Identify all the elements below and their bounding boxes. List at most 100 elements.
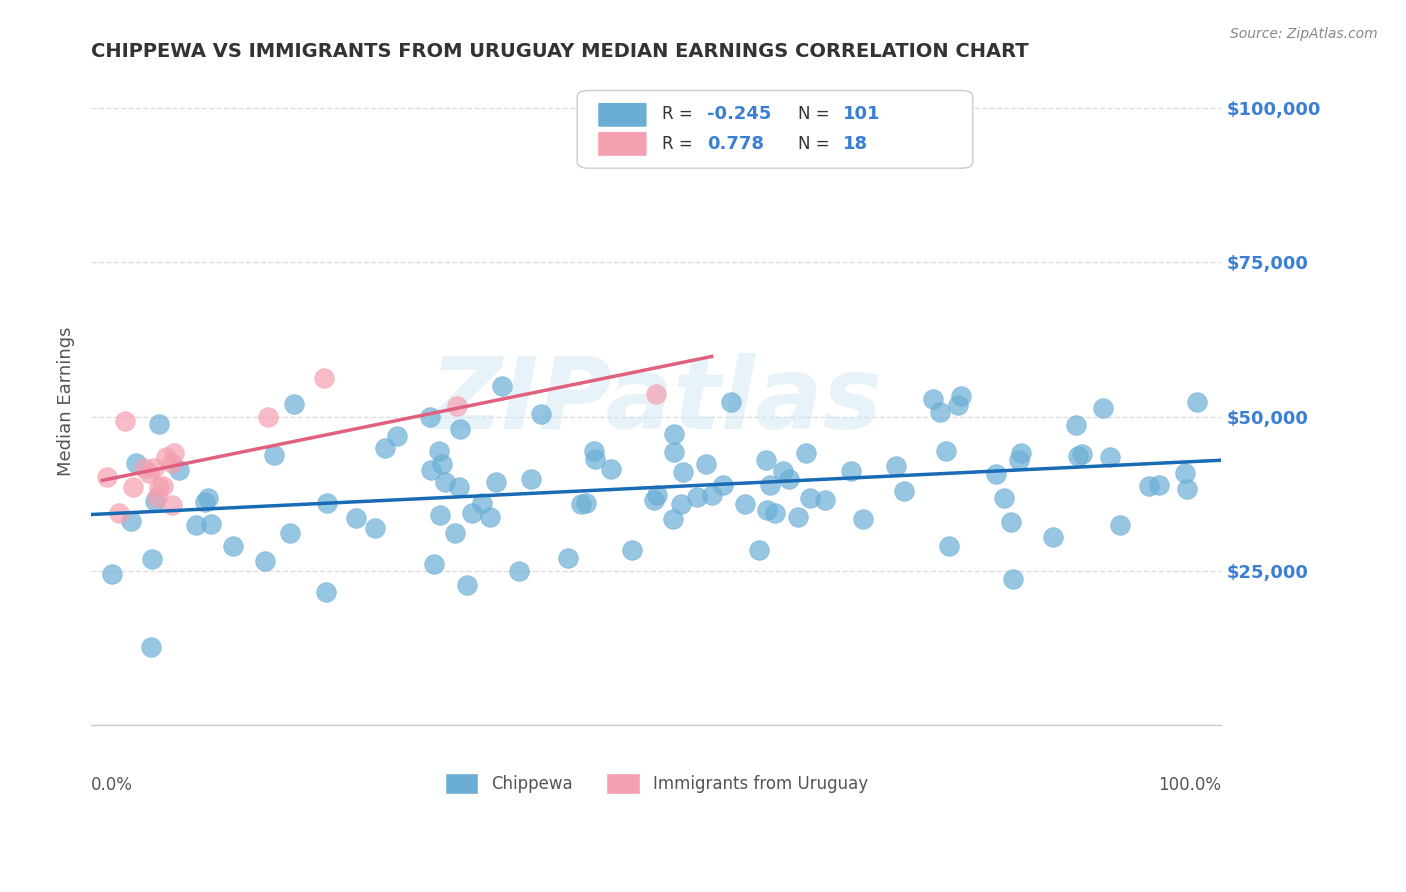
Chippewa	[772, 465, 794, 479]
Immigrants from Uruguay	[96, 470, 118, 484]
Chippewa	[711, 478, 734, 492]
Chippewa	[529, 408, 551, 422]
Chippewa	[184, 518, 207, 533]
Chippewa	[1008, 453, 1031, 467]
Chippewa	[662, 427, 685, 442]
Chippewa	[419, 410, 441, 425]
Chippewa	[363, 521, 385, 535]
Chippewa	[101, 566, 124, 581]
Text: Source: ZipAtlas.com: Source: ZipAtlas.com	[1230, 27, 1378, 41]
Text: N =: N =	[797, 105, 835, 123]
Chippewa	[1011, 446, 1033, 460]
Chippewa	[884, 458, 907, 473]
Immigrants from Uruguay	[108, 506, 131, 520]
Chippewa	[316, 496, 339, 510]
Immigrants from Uruguay	[257, 409, 280, 424]
Chippewa	[444, 525, 467, 540]
Chippewa	[125, 456, 148, 470]
Chippewa	[374, 441, 396, 455]
Chippewa	[139, 640, 162, 655]
Chippewa	[283, 397, 305, 411]
Chippewa	[661, 512, 683, 526]
Chippewa	[461, 506, 484, 520]
Chippewa	[471, 496, 494, 510]
Chippewa	[148, 417, 170, 431]
Immigrants from Uruguay	[132, 461, 155, 475]
Chippewa	[1098, 450, 1121, 465]
Chippewa	[672, 465, 695, 479]
Text: N =: N =	[797, 135, 835, 153]
Chippewa	[759, 477, 782, 491]
Chippewa	[449, 422, 471, 436]
Immigrants from Uruguay	[160, 498, 183, 512]
Immigrants from Uruguay	[152, 479, 174, 493]
Immigrants from Uruguay	[138, 466, 160, 480]
Immigrants from Uruguay	[148, 480, 170, 494]
Chippewa	[1185, 394, 1208, 409]
Chippewa	[686, 490, 709, 504]
Text: 101: 101	[842, 105, 880, 123]
Chippewa	[433, 475, 456, 490]
Chippewa	[814, 493, 837, 508]
Chippewa	[938, 539, 960, 553]
Chippewa	[569, 497, 592, 511]
Text: 100.0%: 100.0%	[1159, 776, 1222, 795]
Immigrants from Uruguay	[122, 480, 145, 494]
Chippewa	[755, 503, 778, 517]
Chippewa	[599, 462, 621, 476]
Chippewa	[200, 517, 222, 532]
Immigrants from Uruguay	[114, 414, 136, 428]
Chippewa	[720, 395, 742, 409]
Chippewa	[839, 464, 862, 478]
Chippewa	[1174, 466, 1197, 480]
Chippewa	[447, 480, 470, 494]
Chippewa	[520, 472, 543, 486]
Chippewa	[1000, 515, 1022, 529]
Chippewa	[993, 491, 1015, 505]
Chippewa	[583, 451, 606, 466]
Chippewa	[344, 511, 367, 525]
Text: CHIPPEWA VS IMMIGRANTS FROM URUGUAY MEDIAN EARNINGS CORRELATION CHART: CHIPPEWA VS IMMIGRANTS FROM URUGUAY MEDI…	[91, 42, 1029, 61]
Chippewa	[799, 491, 821, 505]
Chippewa	[194, 495, 217, 509]
Chippewa	[928, 404, 950, 418]
Chippewa	[734, 497, 756, 511]
Chippewa	[1092, 401, 1115, 415]
Chippewa	[662, 445, 685, 459]
Chippewa	[984, 467, 1007, 481]
Chippewa	[935, 444, 957, 458]
Text: 0.0%: 0.0%	[91, 776, 134, 795]
Chippewa	[419, 463, 441, 477]
Chippewa	[778, 472, 800, 486]
Text: ZIPatlas: ZIPatlas	[430, 352, 883, 450]
Text: 18: 18	[842, 135, 868, 153]
Chippewa	[950, 389, 973, 403]
Chippewa	[253, 553, 276, 567]
Immigrants from Uruguay	[143, 460, 166, 475]
Chippewa	[143, 493, 166, 508]
Text: 0.778: 0.778	[707, 135, 765, 153]
Chippewa	[643, 492, 665, 507]
Legend: Chippewa, Immigrants from Uruguay: Chippewa, Immigrants from Uruguay	[437, 767, 875, 800]
FancyBboxPatch shape	[598, 131, 647, 156]
Text: R =: R =	[662, 135, 697, 153]
Chippewa	[1042, 530, 1064, 544]
Chippewa	[948, 398, 970, 412]
Immigrants from Uruguay	[163, 446, 186, 460]
Chippewa	[430, 457, 453, 471]
Chippewa	[852, 512, 875, 526]
Chippewa	[765, 506, 787, 520]
Immigrants from Uruguay	[312, 371, 335, 385]
Chippewa	[456, 578, 478, 592]
Chippewa	[484, 475, 506, 490]
Chippewa	[893, 483, 915, 498]
Chippewa	[796, 446, 818, 460]
Chippewa	[167, 463, 190, 477]
Chippewa	[575, 496, 598, 510]
Immigrants from Uruguay	[160, 456, 183, 470]
Chippewa	[315, 584, 337, 599]
Chippewa	[508, 564, 530, 578]
Chippewa	[669, 497, 692, 511]
Chippewa	[582, 444, 605, 458]
Chippewa	[1067, 450, 1090, 464]
